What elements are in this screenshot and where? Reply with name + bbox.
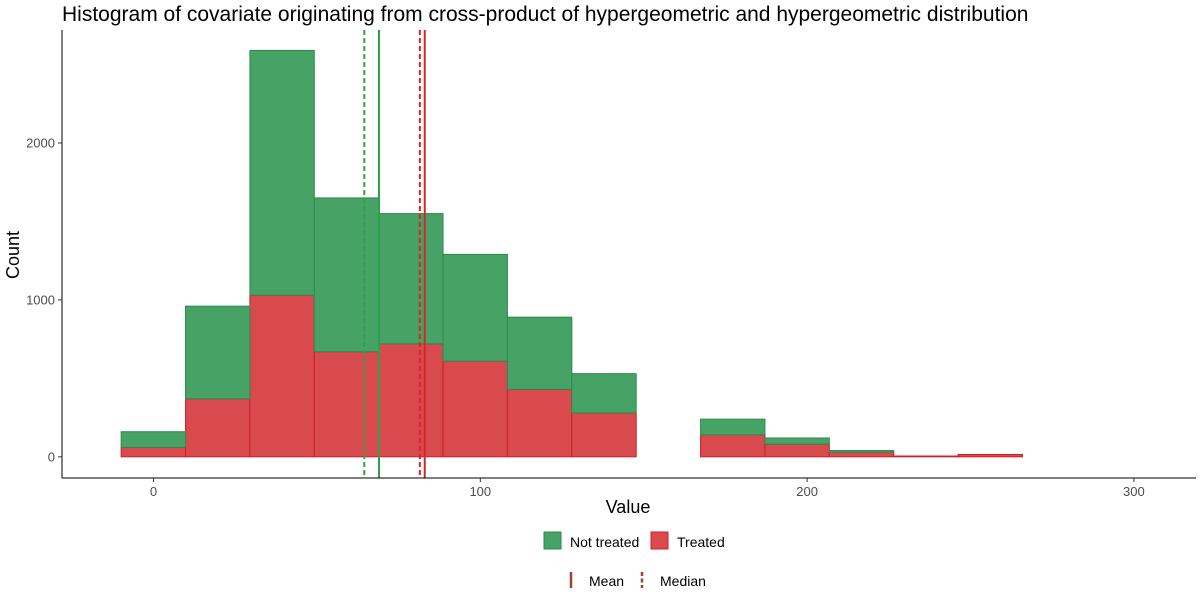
bar-not-treated-11: [828, 450, 895, 453]
bar-treated-10: [764, 443, 830, 458]
y-tick-label-1000: 1000: [26, 292, 55, 307]
bar-not-treated-3: [313, 197, 380, 353]
legend-key-treated: [650, 531, 669, 550]
bar-not-treated-5: [442, 253, 508, 362]
chart-title: Histogram of covariate originating from …: [62, 3, 1028, 26]
bar-not-treated-9: [700, 418, 766, 436]
bar-not-treated-0: [120, 431, 187, 448]
bar-not-treated-7: [571, 373, 637, 414]
x-tick-label-100: 100: [469, 484, 491, 499]
bar-treated-6: [506, 388, 573, 458]
y-tick-label-2000: 2000: [26, 135, 55, 150]
y-tick-label-0: 0: [48, 449, 55, 464]
bar-treated-12: [893, 455, 959, 458]
bar-treated-13: [957, 453, 1023, 458]
legend-label-mean: Mean: [589, 573, 624, 589]
bar-treated-4: [378, 343, 444, 458]
bar-treated-9: [700, 434, 766, 458]
bar-treated-2: [249, 294, 315, 458]
axes-layer: 0 100 200 300 0 1000 2000: [26, 30, 1196, 499]
bar-not-treated-10: [764, 437, 830, 445]
reference-lines-layer: [363, 30, 426, 478]
legend-label-not-treated: Not treated: [570, 534, 639, 550]
bars-layer: [120, 49, 1023, 458]
x-tick-label-0: 0: [150, 484, 157, 499]
bar-not-treated-6: [506, 316, 573, 390]
x-axis-title: Value: [606, 497, 651, 517]
bar-treated-11: [828, 451, 895, 458]
legend-label-treated: Treated: [677, 534, 725, 550]
bar-treated-5: [442, 360, 508, 458]
bar-treated-3: [313, 351, 380, 458]
bar-not-treated-2: [249, 49, 315, 296]
fill-legend: Not treated Treated: [543, 531, 725, 550]
x-tick-label-300: 300: [1123, 484, 1145, 499]
y-axis-title: Count: [3, 231, 23, 279]
legend-label-median: Median: [660, 573, 706, 589]
line-legend: Mean Median: [569, 572, 706, 589]
bar-treated-0: [120, 446, 187, 458]
bar-not-treated-1: [185, 305, 251, 400]
bar-treated-7: [571, 412, 637, 458]
legend-key-not-treated: [543, 531, 562, 550]
x-tick-label-200: 200: [796, 484, 818, 499]
bar-not-treated-4: [378, 213, 444, 345]
bar-treated-1: [185, 398, 251, 458]
